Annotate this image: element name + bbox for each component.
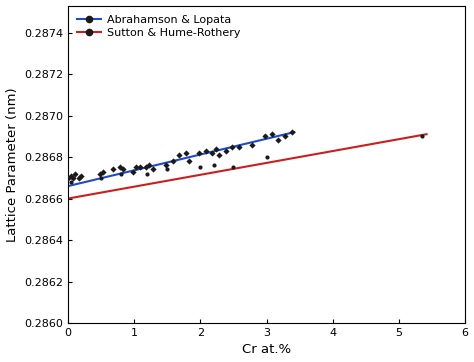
Legend: Abrahamson & Lopata, Sutton & Hume-Rothery: Abrahamson & Lopata, Sutton & Hume-Rothe… <box>73 11 244 41</box>
Point <box>228 144 236 150</box>
Point <box>132 164 140 170</box>
Point <box>78 173 85 178</box>
Point <box>212 146 219 152</box>
Point <box>185 158 193 164</box>
Point <box>71 171 79 177</box>
Point <box>182 150 190 156</box>
Point <box>281 133 289 139</box>
Point <box>274 138 282 143</box>
Point <box>144 171 151 177</box>
Point <box>202 148 210 154</box>
Point <box>116 164 124 170</box>
Point <box>69 175 76 181</box>
Point <box>164 167 171 172</box>
Point <box>109 167 117 172</box>
Point <box>197 164 204 170</box>
Point <box>100 169 107 174</box>
Point <box>64 175 72 181</box>
Point <box>64 175 72 181</box>
Y-axis label: Lattice Parameter (nm): Lattice Parameter (nm) <box>6 87 18 241</box>
Point <box>75 175 82 181</box>
Point <box>136 164 143 170</box>
Point <box>119 167 127 172</box>
Point <box>248 142 256 147</box>
Point <box>96 171 104 177</box>
Point <box>268 131 275 137</box>
Point <box>67 179 74 185</box>
Point <box>129 169 137 174</box>
Point <box>418 133 426 139</box>
Point <box>169 158 176 164</box>
Point <box>209 150 216 156</box>
Point <box>117 171 125 177</box>
Point <box>288 129 295 135</box>
X-axis label: Cr at.%: Cr at.% <box>242 344 291 357</box>
Point <box>175 152 183 158</box>
Point <box>142 164 150 170</box>
Point <box>263 154 270 160</box>
Point <box>149 167 156 172</box>
Point <box>261 133 269 139</box>
Point <box>195 150 203 156</box>
Point <box>146 163 153 168</box>
Point <box>230 164 237 170</box>
Point <box>215 152 223 158</box>
Point <box>97 175 105 181</box>
Point <box>222 148 229 154</box>
Point <box>162 163 170 168</box>
Point <box>210 163 218 168</box>
Point <box>235 144 243 150</box>
Point <box>67 173 74 178</box>
